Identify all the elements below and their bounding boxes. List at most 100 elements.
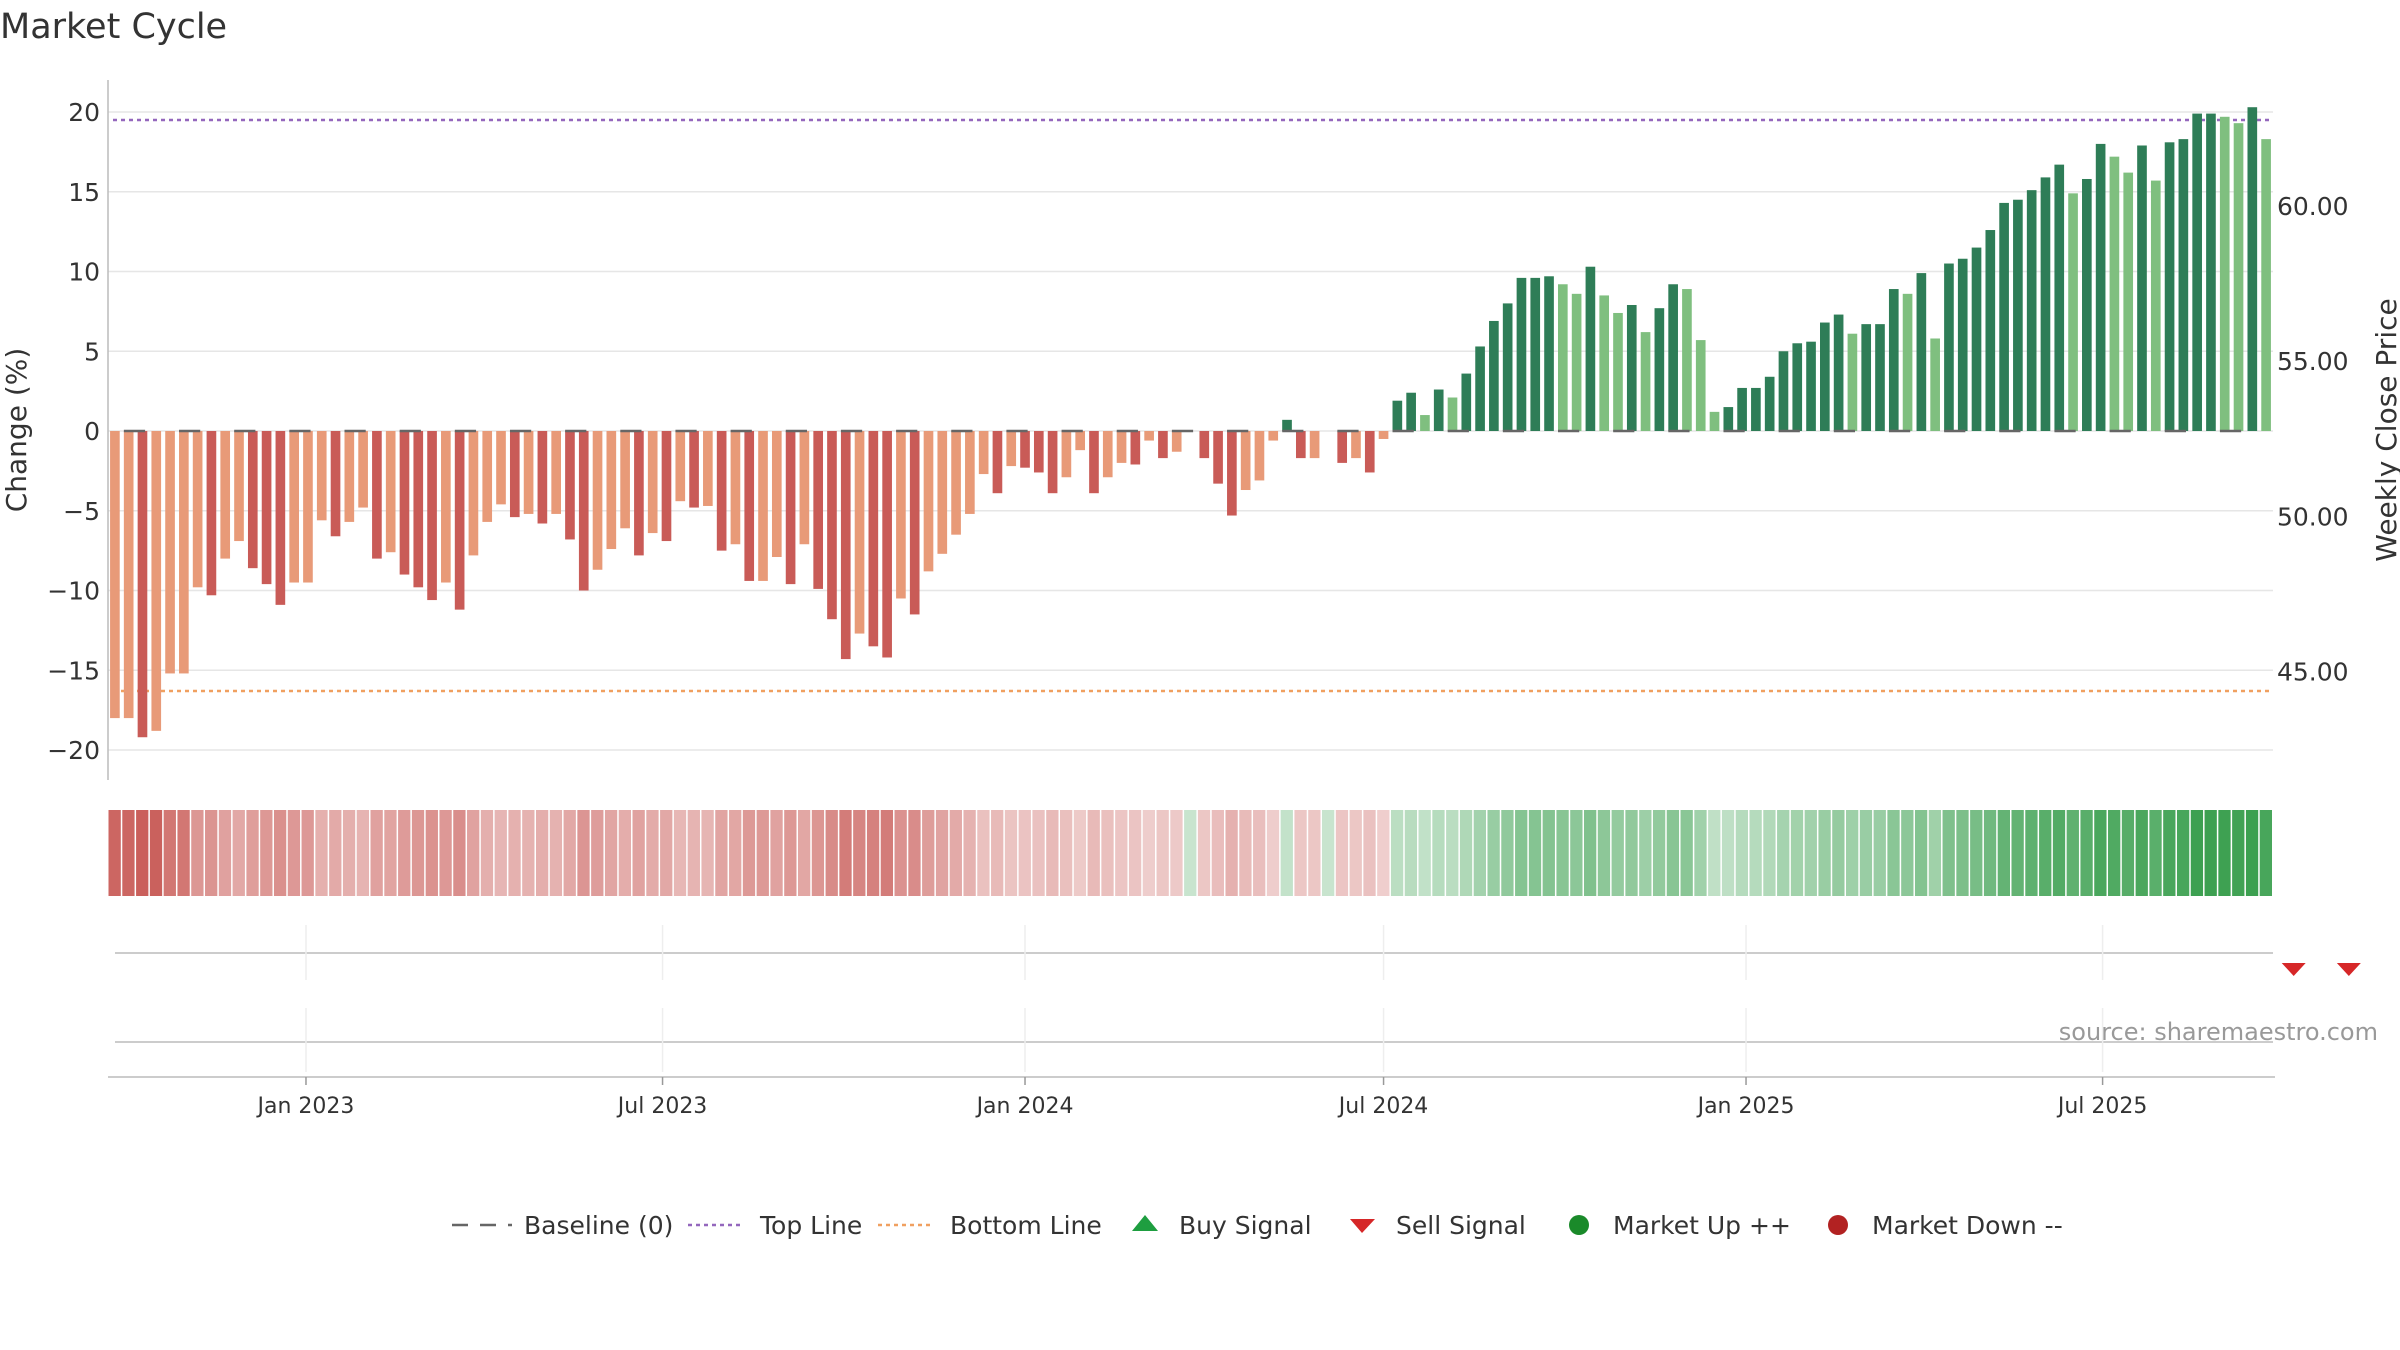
bar bbox=[2095, 143, 2106, 431]
band-cell bbox=[1032, 810, 1045, 896]
band-cell bbox=[1184, 810, 1197, 896]
band-cell bbox=[673, 810, 687, 896]
bar bbox=[703, 431, 713, 506]
red-dot-icon bbox=[1828, 1215, 1848, 1235]
bar bbox=[606, 431, 617, 550]
band-cell bbox=[1721, 810, 1735, 896]
bar bbox=[771, 431, 782, 558]
band-cell bbox=[1073, 810, 1087, 896]
bar bbox=[758, 431, 768, 581]
band-cell bbox=[1528, 810, 1542, 896]
band-cell bbox=[2259, 810, 2272, 896]
band-cell bbox=[370, 810, 383, 896]
legend-label: Market Down -- bbox=[1872, 1211, 2063, 1240]
bar bbox=[1778, 351, 1789, 431]
bar bbox=[1516, 277, 1527, 431]
band-cell bbox=[825, 810, 838, 896]
bar bbox=[1930, 338, 1940, 431]
y2-tick-label: 60.00 bbox=[2277, 192, 2349, 221]
band-cell bbox=[1308, 810, 1321, 896]
band-cell bbox=[467, 810, 480, 896]
band-cell bbox=[2025, 810, 2038, 896]
bar bbox=[399, 431, 410, 575]
bar bbox=[1792, 343, 1803, 431]
legend: Baseline (0) Top Line Bottom Line Buy Signa… bbox=[452, 1211, 2063, 1240]
band-cell bbox=[2245, 810, 2259, 896]
band-cell bbox=[1597, 810, 1611, 896]
bar bbox=[372, 431, 382, 559]
bar bbox=[523, 431, 534, 514]
bar bbox=[2109, 156, 2120, 431]
band-cell bbox=[1211, 810, 1224, 896]
band-cell bbox=[508, 810, 521, 896]
band-cell bbox=[1956, 810, 1969, 896]
bar bbox=[247, 431, 258, 569]
band-cell bbox=[273, 810, 287, 896]
bar bbox=[1944, 263, 1954, 431]
band-cell bbox=[1363, 810, 1376, 896]
band-cell bbox=[480, 810, 494, 896]
bar bbox=[1006, 431, 1017, 467]
band-cell bbox=[1556, 810, 1569, 896]
band-cell bbox=[1239, 810, 1252, 896]
band-cell bbox=[1914, 810, 1928, 896]
band-cell bbox=[232, 810, 245, 896]
bar bbox=[1295, 431, 1306, 459]
bar bbox=[2164, 142, 2175, 431]
bar bbox=[2206, 113, 2216, 431]
band-cell bbox=[1928, 810, 1942, 896]
band-cell bbox=[977, 810, 990, 896]
band-cell bbox=[1459, 810, 1473, 896]
band-cell bbox=[1018, 810, 1031, 896]
bar bbox=[1613, 312, 1623, 431]
bar bbox=[1171, 431, 1182, 452]
bar bbox=[1433, 389, 1444, 431]
bar bbox=[1695, 340, 1706, 431]
band-cell bbox=[384, 810, 397, 896]
bar bbox=[840, 431, 851, 660]
bar bbox=[744, 431, 755, 581]
y-tick-label: 10 bbox=[68, 258, 100, 287]
bar bbox=[978, 431, 989, 475]
band-cell bbox=[246, 810, 259, 896]
bar bbox=[1571, 293, 1582, 431]
bar bbox=[1916, 273, 1927, 431]
band-cell bbox=[2039, 810, 2052, 896]
bar bbox=[2013, 199, 2023, 431]
y2-tick-label: 50.00 bbox=[2277, 502, 2349, 531]
bar bbox=[578, 431, 589, 591]
band-cell bbox=[742, 810, 756, 896]
bar bbox=[123, 431, 134, 719]
band-cell bbox=[1694, 810, 1707, 896]
band-cell bbox=[1611, 810, 1624, 896]
bar bbox=[1392, 400, 1403, 431]
bar bbox=[2137, 145, 2147, 431]
band-cell bbox=[1818, 810, 1831, 896]
y2-axis: 45.00 50.00 55.00 60.00 bbox=[2277, 192, 2349, 687]
band-cell bbox=[604, 810, 618, 896]
bar bbox=[2082, 178, 2092, 431]
bar bbox=[137, 431, 148, 738]
bar bbox=[868, 431, 879, 647]
band-cell bbox=[2094, 810, 2107, 896]
band-cell bbox=[784, 810, 797, 896]
band-cell bbox=[1377, 810, 1390, 896]
band-cell bbox=[991, 810, 1004, 896]
bar bbox=[1351, 431, 1361, 459]
band-cell bbox=[136, 810, 149, 896]
bar bbox=[1378, 431, 1389, 439]
bar bbox=[289, 431, 299, 583]
band-cell bbox=[1322, 810, 1335, 896]
band-cell bbox=[301, 810, 314, 896]
legend-label: Baseline (0) bbox=[524, 1211, 673, 1240]
bar bbox=[1820, 322, 1830, 431]
bar bbox=[634, 431, 644, 556]
band-cell bbox=[922, 810, 935, 896]
bar bbox=[1406, 392, 1416, 431]
band-cell bbox=[260, 810, 273, 896]
market-panel bbox=[115, 1008, 2273, 1072]
bar bbox=[2178, 139, 2189, 432]
bar bbox=[647, 431, 658, 534]
band-cell bbox=[2232, 810, 2245, 896]
bar bbox=[1806, 341, 1816, 431]
